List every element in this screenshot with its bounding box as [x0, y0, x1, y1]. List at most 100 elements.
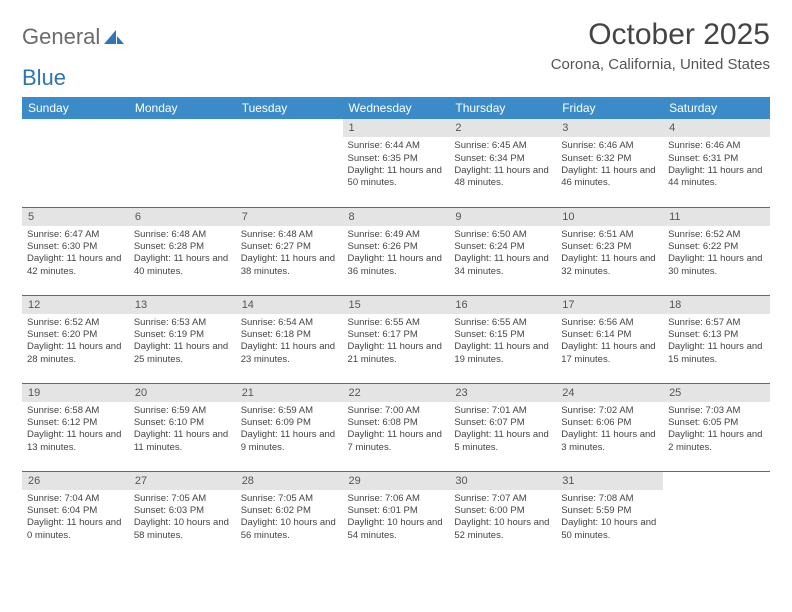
daylight-line: Daylight: 11 hours and 13 minutes.	[27, 429, 124, 454]
daylight-line: Daylight: 11 hours and 50 minutes.	[348, 165, 445, 190]
sunset-line: Sunset: 6:17 PM	[348, 329, 445, 341]
day-content: Sunrise: 7:06 AMSunset: 6:01 PMDaylight:…	[343, 490, 450, 546]
calendar-day-cell: 18Sunrise: 6:57 AMSunset: 6:13 PMDayligh…	[663, 295, 770, 383]
sunset-line: Sunset: 6:12 PM	[27, 417, 124, 429]
day-content: Sunrise: 7:04 AMSunset: 6:04 PMDaylight:…	[22, 490, 129, 546]
day-content: Sunrise: 6:52 AMSunset: 6:22 PMDaylight:…	[663, 226, 770, 282]
sunrise-line: Sunrise: 7:05 AM	[241, 493, 338, 505]
day-number: 18	[663, 296, 770, 314]
calendar-day-cell: 10 Sunrise: 6:51 AMSunset: 6:23 PMDayligh…	[556, 207, 663, 295]
calendar-day-cell: 14Sunrise: 6:54 AMSunset: 6:18 PMDayligh…	[236, 295, 343, 383]
calendar-day-cell: 23Sunrise: 7:01 AMSunset: 6:07 PMDayligh…	[449, 383, 556, 471]
sunrise-line: Sunrise: 7:08 AM	[561, 493, 658, 505]
sunset-line: Sunset: 6:35 PM	[348, 153, 445, 165]
daylight-line: Daylight: 11 hours and 23 minutes.	[241, 341, 338, 366]
day-number: 9	[449, 208, 556, 226]
calendar-day-cell: 1Sunrise: 6:44 AMSunset: 6:35 PMDaylight…	[343, 119, 450, 207]
day-number: 19	[22, 384, 129, 402]
day-content: Sunrise: 6:55 AMSunset: 6:15 PMDaylight:…	[449, 314, 556, 370]
calendar-week-row: 1Sunrise: 6:44 AMSunset: 6:35 PMDaylight…	[22, 119, 770, 207]
day-content: Sunrise: 6:55 AMSunset: 6:17 PMDaylight:…	[343, 314, 450, 370]
calendar-day-cell	[129, 119, 236, 207]
page-title: October 2025	[551, 18, 770, 52]
day-content: Sunrise: 6:59 AMSunset: 6:09 PMDaylight:…	[236, 402, 343, 458]
sunrise-line: Sunrise: 6:51 AM	[561, 229, 658, 241]
calendar-day-cell: 31Sunrise: 7:08 AMSunset: 5:59 PMDayligh…	[556, 471, 663, 559]
sunset-line: Sunset: 6:22 PM	[668, 241, 765, 253]
sunset-line: Sunset: 6:05 PM	[668, 417, 765, 429]
sunrise-line: Sunrise: 6:48 AM	[134, 229, 231, 241]
sunrise-line: Sunrise: 7:05 AM	[134, 493, 231, 505]
calendar-day-cell	[236, 119, 343, 207]
sunset-line: Sunset: 6:20 PM	[27, 329, 124, 341]
day-content: Sunrise: 6:56 AMSunset: 6:14 PMDaylight:…	[556, 314, 663, 370]
sunset-line: Sunset: 6:07 PM	[454, 417, 551, 429]
weekday-header: Monday	[129, 97, 236, 119]
daylight-line: Daylight: 11 hours and 15 minutes.	[668, 341, 765, 366]
day-content: Sunrise: 6:50 AMSunset: 6:24 PMDaylight:…	[449, 226, 556, 282]
calendar-day-cell: 17Sunrise: 6:56 AMSunset: 6:14 PMDayligh…	[556, 295, 663, 383]
day-number: 17	[556, 296, 663, 314]
day-number: 26	[22, 472, 129, 490]
day-number: 10	[556, 208, 663, 226]
day-number: 27	[129, 472, 236, 490]
daylight-line: Daylight: 11 hours and 25 minutes.	[134, 341, 231, 366]
weekday-header: Friday	[556, 97, 663, 119]
daylight-line: Daylight: 11 hours and 3 minutes.	[561, 429, 658, 454]
daylight-line: Daylight: 10 hours and 58 minutes.	[134, 517, 231, 542]
day-number: 16	[449, 296, 556, 314]
day-content: Sunrise: 6:47 AMSunset: 6:30 PMDaylight:…	[22, 226, 129, 282]
day-number: 11	[663, 208, 770, 226]
sunset-line: Sunset: 6:19 PM	[134, 329, 231, 341]
sunrise-line: Sunrise: 6:47 AM	[27, 229, 124, 241]
daylight-line: Daylight: 11 hours and 36 minutes.	[348, 253, 445, 278]
calendar-day-cell: 8Sunrise: 6:49 AMSunset: 6:26 PMDaylight…	[343, 207, 450, 295]
sunrise-line: Sunrise: 6:46 AM	[561, 140, 658, 152]
sunset-line: Sunset: 6:09 PM	[241, 417, 338, 429]
title-block: October 2025 Corona, California, United …	[551, 18, 770, 73]
calendar-day-cell: 20Sunrise: 6:59 AMSunset: 6:10 PMDayligh…	[129, 383, 236, 471]
sunset-line: Sunset: 6:26 PM	[348, 241, 445, 253]
calendar-day-cell: 22Sunrise: 7:00 AMSunset: 6:08 PMDayligh…	[343, 383, 450, 471]
sunrise-line: Sunrise: 7:02 AM	[561, 405, 658, 417]
daylight-line: Daylight: 11 hours and 2 minutes.	[668, 429, 765, 454]
sunset-line: Sunset: 6:04 PM	[27, 505, 124, 517]
day-content: Sunrise: 6:54 AMSunset: 6:18 PMDaylight:…	[236, 314, 343, 370]
sunrise-line: Sunrise: 6:52 AM	[668, 229, 765, 241]
daylight-line: Daylight: 10 hours and 56 minutes.	[241, 517, 338, 542]
logo-text-1: General	[22, 24, 100, 50]
day-number: 15	[343, 296, 450, 314]
sunset-line: Sunset: 6:02 PM	[241, 505, 338, 517]
sunrise-line: Sunrise: 6:56 AM	[561, 317, 658, 329]
day-number: 22	[343, 384, 450, 402]
sunset-line: Sunset: 6:32 PM	[561, 153, 658, 165]
daylight-line: Daylight: 11 hours and 19 minutes.	[454, 341, 551, 366]
daylight-line: Daylight: 11 hours and 48 minutes.	[454, 165, 551, 190]
day-content: Sunrise: 7:05 AMSunset: 6:02 PMDaylight:…	[236, 490, 343, 546]
sunset-line: Sunset: 6:23 PM	[561, 241, 658, 253]
sunset-line: Sunset: 6:30 PM	[27, 241, 124, 253]
day-content: Sunrise: 7:07 AMSunset: 6:00 PMDaylight:…	[449, 490, 556, 546]
sunset-line: Sunset: 6:10 PM	[134, 417, 231, 429]
calendar-day-cell: 25Sunrise: 7:03 AMSunset: 6:05 PMDayligh…	[663, 383, 770, 471]
daylight-line: Daylight: 11 hours and 32 minutes.	[561, 253, 658, 278]
sunset-line: Sunset: 5:59 PM	[561, 505, 658, 517]
calendar-day-cell: 30Sunrise: 7:07 AMSunset: 6:00 PMDayligh…	[449, 471, 556, 559]
calendar-day-cell: 19Sunrise: 6:58 AMSunset: 6:12 PMDayligh…	[22, 383, 129, 471]
sunrise-line: Sunrise: 6:59 AM	[134, 405, 231, 417]
sunset-line: Sunset: 6:31 PM	[668, 153, 765, 165]
calendar-day-cell: 28Sunrise: 7:05 AMSunset: 6:02 PMDayligh…	[236, 471, 343, 559]
day-number: 21	[236, 384, 343, 402]
sunset-line: Sunset: 6:15 PM	[454, 329, 551, 341]
daylight-line: Daylight: 10 hours and 52 minutes.	[454, 517, 551, 542]
daylight-line: Daylight: 10 hours and 54 minutes.	[348, 517, 445, 542]
sunset-line: Sunset: 6:00 PM	[454, 505, 551, 517]
calendar-day-cell: 11Sunrise: 6:52 AMSunset: 6:22 PMDayligh…	[663, 207, 770, 295]
calendar-day-cell: 12Sunrise: 6:52 AMSunset: 6:20 PMDayligh…	[22, 295, 129, 383]
sunset-line: Sunset: 6:06 PM	[561, 417, 658, 429]
sunrise-line: Sunrise: 6:52 AM	[27, 317, 124, 329]
sunrise-line: Sunrise: 6:55 AM	[348, 317, 445, 329]
day-number: 25	[663, 384, 770, 402]
calendar-day-cell: 26Sunrise: 7:04 AMSunset: 6:04 PMDayligh…	[22, 471, 129, 559]
daylight-line: Daylight: 11 hours and 38 minutes.	[241, 253, 338, 278]
